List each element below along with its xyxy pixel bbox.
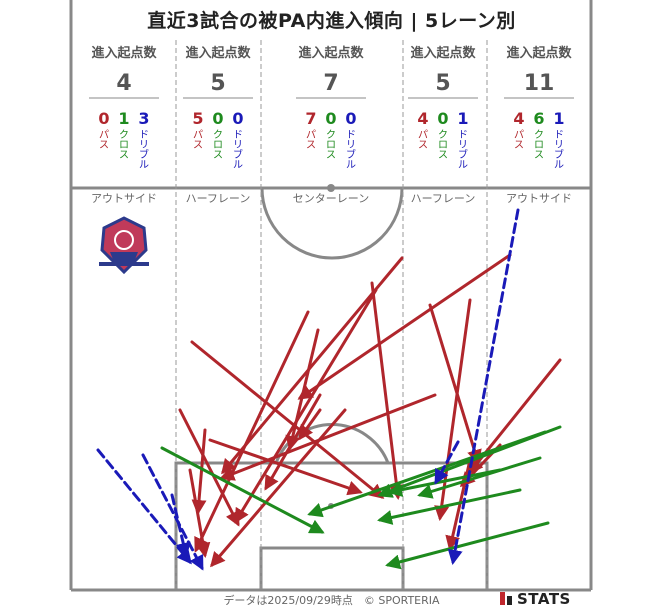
lane-entries-label: 進入起点数 xyxy=(410,45,476,61)
lane-cross-count: 1 xyxy=(118,109,129,128)
lane-cross-count: 0 xyxy=(437,109,448,128)
pass-arrow xyxy=(208,438,363,496)
lane-total-value: 4 xyxy=(116,71,131,96)
pass-arrow xyxy=(298,408,322,441)
lane-name-label: ハーフレーン xyxy=(411,192,476,205)
lane-dribble-count: 0 xyxy=(232,109,243,128)
pass-arrow xyxy=(234,288,378,524)
cross-arrow xyxy=(307,430,547,518)
lane-dribble-label: ドリブル xyxy=(139,130,149,171)
chart-title: 直近3試合の被PA内進入傾向 | 5レーン別 xyxy=(147,10,516,32)
dribble-arrow xyxy=(141,453,204,571)
pass-arrow xyxy=(285,328,320,451)
lane-pass-count: 0 xyxy=(98,109,109,128)
lane-pass-label: パス xyxy=(99,129,109,151)
lane-cross-count: 0 xyxy=(325,109,336,128)
dribble-arrow xyxy=(447,208,520,565)
cross-arrow xyxy=(377,488,522,525)
lane-name-label: アウトサイド xyxy=(506,192,572,205)
pass-arrow xyxy=(370,281,404,500)
lane-headers: 進入起点数40パス1クロス3ドリブルアウトサイド進入起点数55パス0クロス0ドリ… xyxy=(89,45,574,205)
lane-dribble-label: ドリブル xyxy=(554,130,564,171)
cross-arrow xyxy=(377,425,562,498)
lane-cross-label: クロス xyxy=(213,129,223,161)
pass-arrow xyxy=(191,428,207,515)
lane-name-label: アウトサイド xyxy=(91,192,157,205)
cross-arrow xyxy=(385,521,550,570)
lane-cross-label: クロス xyxy=(119,129,129,161)
pass-arrow xyxy=(264,393,322,491)
lane-cross-count: 6 xyxy=(533,109,544,128)
pass-arrow xyxy=(210,408,347,568)
lane-dribble-count: 0 xyxy=(345,109,356,128)
lane-dribble-label: ドリブル xyxy=(346,130,356,171)
pass-arrow xyxy=(178,408,240,527)
lane-total-value: 5 xyxy=(210,71,225,96)
pass-arrow xyxy=(297,253,512,400)
pass-arrow xyxy=(188,468,211,558)
lane-total-value: 5 xyxy=(435,71,450,96)
lane-pass-count: 5 xyxy=(192,109,203,128)
stats-logo: STATS xyxy=(500,590,571,608)
lane-cross-count: 0 xyxy=(212,109,223,128)
lane-pass-label: パス xyxy=(418,129,428,151)
lane-pass-count: 4 xyxy=(513,109,524,128)
footer-note: データは2025/09/29時点 © SPORTERIA xyxy=(223,594,440,607)
lane-pass-count: 7 xyxy=(305,109,316,128)
lane-dribble-label: ドリブル xyxy=(458,130,468,171)
lane-pass-count: 4 xyxy=(417,109,428,128)
lane-dribble-count: 3 xyxy=(138,109,149,128)
stats-brand-text: STATS xyxy=(517,590,571,608)
lane-name-label: ハーフレーン xyxy=(186,192,251,205)
lane-cross-label: クロス xyxy=(438,129,448,161)
dribble-arrow xyxy=(170,493,191,558)
lane-entries-label: 進入起点数 xyxy=(298,45,364,61)
club-crest-icon xyxy=(99,216,149,275)
lane-cross-label: クロス xyxy=(326,129,336,161)
cross-arrow xyxy=(417,456,542,499)
pass-arrow xyxy=(194,310,310,553)
lane-dribble-count: 1 xyxy=(553,109,564,128)
entry-arrows xyxy=(96,208,562,571)
lane-name-label: センターレーン xyxy=(293,192,369,205)
cross-arrow xyxy=(160,446,325,534)
center-spot xyxy=(327,184,335,192)
lane-pass-label: パス xyxy=(193,129,203,151)
pass-arrow xyxy=(190,340,385,499)
lane-entries-label: 進入起点数 xyxy=(506,45,572,61)
dribble-arrow xyxy=(96,448,192,565)
lane-cross-label: クロス xyxy=(534,129,544,161)
pass-arrow xyxy=(428,303,482,465)
pass-arrow xyxy=(219,393,437,481)
dribble-arrow xyxy=(434,440,460,485)
lane-entries-label: 進入起点数 xyxy=(185,45,251,61)
lane-total-value: 7 xyxy=(323,71,338,96)
lane-dribble-label: ドリブル xyxy=(233,130,243,171)
lane-pass-label: パス xyxy=(514,129,524,151)
lane-total-value: 11 xyxy=(524,71,555,96)
lane-dribble-count: 1 xyxy=(457,109,468,128)
lane-entries-label: 進入起点数 xyxy=(91,45,157,61)
lane-pass-label: パス xyxy=(306,129,316,151)
